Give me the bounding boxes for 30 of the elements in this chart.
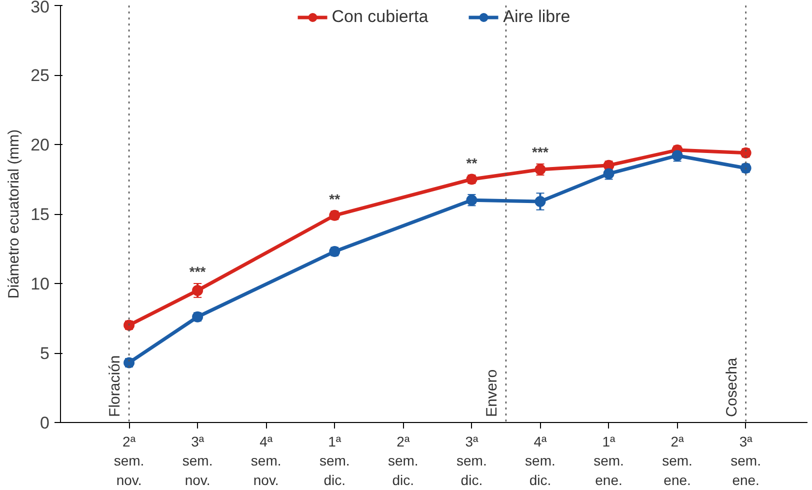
x-tick-label: 4ª sem. nov. [250, 434, 282, 488]
y-tick-label: 20 [30, 136, 50, 154]
x-tick-label: 2ª sem. ene. [662, 434, 692, 488]
x-tick-label: 2ª sem. dic. [388, 434, 418, 488]
annotation: *** [532, 144, 549, 160]
x-tick-label: 3ª sem. nov. [182, 434, 213, 488]
x-tick-label: 1ª sem. ene. [594, 434, 624, 488]
annotation: ** [466, 155, 478, 172]
point [192, 284, 204, 296]
annotation: *** [189, 264, 206, 280]
y-tick-label: 0 [40, 414, 50, 432]
y-tick-label: 30 [30, 0, 50, 16]
ref-line-label: Floración [106, 355, 124, 417]
x-tick-label: 2ª sem. nov. [114, 434, 144, 488]
point [534, 196, 546, 207]
legend-label: Con cubierta [332, 7, 428, 27]
x-tick-label: 3ª sem. dic. [456, 434, 487, 488]
annotation: ** [329, 191, 341, 208]
point [672, 150, 683, 162]
ref-line-label: Cosecha [723, 357, 740, 417]
x-tick-label: 3ª sem. ene. [730, 434, 761, 488]
x-tick-label: 1ª sem. dic. [319, 434, 350, 488]
y-axis-title: Diámetro ecuatorial (mm) [6, 129, 23, 299]
y-tick-label: 5 [40, 344, 50, 363]
text: Envero [483, 369, 500, 417]
y-tick-label: 25 [30, 66, 50, 85]
y-tick-label: 15 [30, 205, 50, 224]
y-tick-label: 10 [30, 274, 50, 294]
x-tick-label: 4ª sem. dic. [525, 434, 556, 488]
legend-label: Aire libre [503, 7, 570, 27]
